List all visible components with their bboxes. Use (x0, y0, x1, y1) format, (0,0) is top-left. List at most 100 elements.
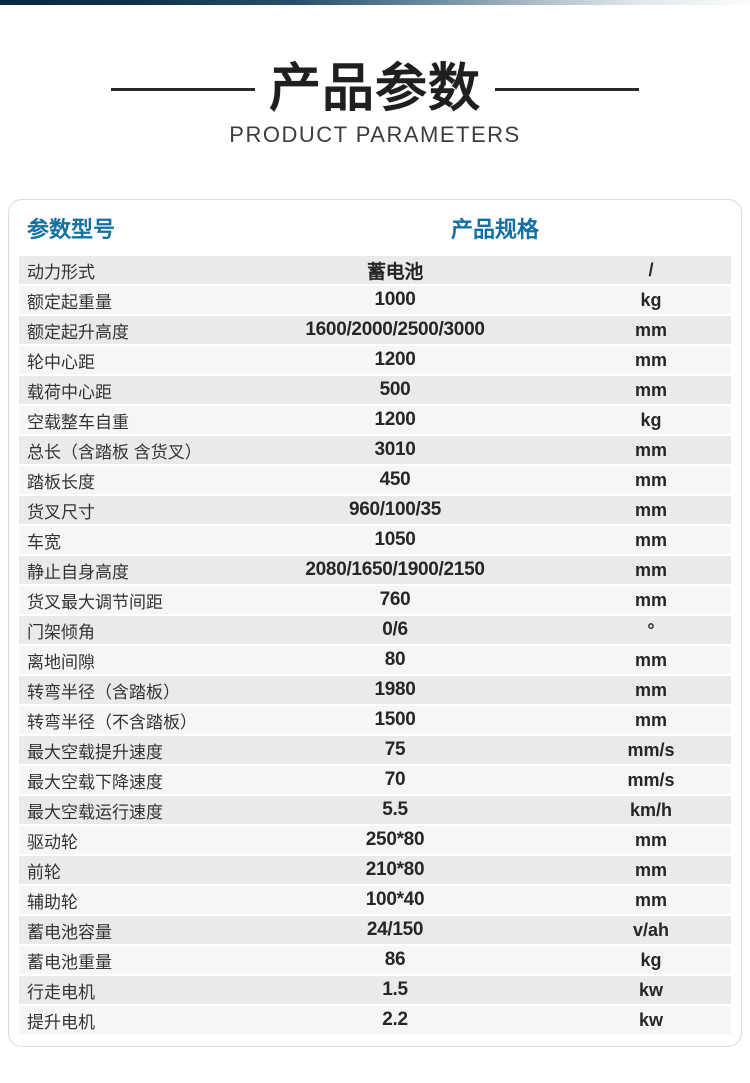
section-title-cn: 产品参数 (268, 60, 481, 118)
param-value: 蓄电池 (366, 261, 424, 283)
param-label: 总长（含踏板 含货叉） (27, 442, 202, 462)
param-label: 额定起升高度 (27, 322, 129, 342)
table-row: 蓄电池重量 86 kg (19, 946, 731, 975)
param-unit: mm (634, 529, 667, 550)
param-unit: / (648, 259, 654, 280)
param-value: 2.2 (382, 1009, 408, 1031)
param-label: 行走电机 (27, 982, 95, 1002)
param-unit: mm (634, 379, 667, 400)
param-unit: mm (634, 829, 667, 850)
param-label: 额定起重量 (27, 292, 112, 312)
param-value: 1200 (374, 349, 416, 371)
param-value: 960/100/35 (348, 499, 442, 521)
param-value: 210*80 (365, 859, 425, 881)
table-row: 货叉尺寸 960/100/35 mm (19, 496, 731, 525)
param-value: 86 (384, 949, 406, 971)
param-value: 1600/2000/2500/3000 (305, 319, 485, 341)
product-parameters-page: 产品参数 PRODUCT PARAMETERS 参数型号 产品规格 动力形式 蓄… (0, 0, 750, 1048)
param-label: 货叉尺寸 (27, 502, 95, 522)
param-unit: kw (638, 979, 663, 1000)
param-label: 最大空载提升速度 (27, 742, 163, 762)
param-label: 动力形式 (27, 262, 95, 282)
param-unit: v/ah (632, 919, 670, 940)
param-label: 转弯半径（不含踏板） (27, 712, 197, 732)
table-row: 辅助轮 100*40 mm (19, 886, 731, 915)
param-value: 250*80 (365, 829, 425, 851)
param-unit: mm (634, 319, 667, 340)
table-row: 转弯半径（不含踏板） 1500 mm (19, 706, 731, 735)
param-label: 辅助轮 (27, 892, 78, 912)
table-row: 转弯半径（含踏板） 1980 mm (19, 676, 731, 705)
param-value: 3010 (374, 439, 416, 461)
param-unit: mm (634, 349, 667, 370)
param-unit: mm (634, 439, 667, 460)
param-unit: mm (634, 859, 667, 880)
table-row: 载荷中心距 500 mm (19, 376, 731, 405)
section-title-en: PRODUCT PARAMETERS (229, 122, 521, 148)
spec-table-body: 动力形式 蓄电池 / 额定起重量 1000 kg 额定起升高度 1600/200… (19, 256, 731, 1035)
table-row: 总长（含踏板 含货叉） 3010 mm (19, 436, 731, 465)
param-value: 1000 (374, 289, 416, 311)
param-unit: ° (647, 619, 655, 640)
param-unit: mm (634, 559, 667, 580)
param-unit: kg (640, 289, 662, 310)
param-value: 1500 (374, 709, 416, 731)
param-unit: mm (634, 709, 667, 730)
param-value: 100*40 (365, 889, 425, 911)
param-unit: mm (634, 649, 667, 670)
column-header-parameter-model: 参数型号 (27, 217, 116, 243)
title-right-line (495, 88, 639, 92)
param-label: 踏板长度 (27, 472, 95, 492)
param-unit: kg (640, 949, 662, 970)
table-row: 蓄电池容量 24/150 v/ah (19, 916, 731, 945)
param-unit: km/h (629, 799, 672, 820)
table-row: 门架倾角 0/6 ° (19, 616, 731, 645)
section-title-row: 产品参数 (0, 60, 750, 118)
param-label: 空载整车自重 (27, 412, 129, 432)
param-unit: mm (634, 469, 667, 490)
spec-table-card: 参数型号 产品规格 动力形式 蓄电池 / 额定起重量 1000 kg 额定起升高… (8, 199, 742, 1048)
param-label: 最大空载下降速度 (27, 772, 163, 792)
param-label: 提升电机 (27, 1012, 95, 1032)
param-label: 门架倾角 (27, 622, 95, 642)
param-label: 前轮 (27, 862, 61, 882)
param-value: 80 (384, 649, 406, 671)
param-value: 450 (379, 469, 411, 491)
table-row: 最大空载下降速度 70 mm/s (19, 766, 731, 795)
param-label: 离地间隙 (27, 652, 95, 672)
param-label: 静止自身高度 (27, 562, 129, 582)
param-unit: mm/s (627, 769, 675, 790)
param-value: 1980 (374, 679, 416, 701)
param-value: 1050 (374, 529, 416, 551)
table-row: 静止自身高度 2080/1650/1900/2150 mm (19, 556, 731, 585)
param-label: 货叉最大调节间距 (27, 592, 163, 612)
table-row: 行走电机 1.5 kw (19, 976, 731, 1005)
param-value: 0/6 (382, 619, 408, 641)
table-row: 动力形式 蓄电池 / (19, 256, 731, 285)
param-label: 载荷中心距 (27, 382, 112, 402)
param-label: 转弯半径（含踏板） (27, 682, 180, 702)
param-label: 轮中心距 (27, 352, 95, 372)
table-row: 轮中心距 1200 mm (19, 346, 731, 375)
param-value: 70 (384, 769, 406, 791)
table-row: 额定起升高度 1600/2000/2500/3000 mm (19, 316, 731, 345)
param-value: 2080/1650/1900/2150 (305, 559, 485, 581)
param-unit: kg (640, 409, 662, 430)
param-unit: mm (634, 589, 667, 610)
table-row: 最大空载提升速度 75 mm/s (19, 736, 731, 765)
param-value: 75 (384, 739, 406, 761)
param-unit: kw (638, 1009, 663, 1030)
param-value: 5.5 (382, 799, 408, 821)
spec-table-header: 参数型号 产品规格 (19, 200, 731, 256)
table-row: 离地间隙 80 mm (19, 646, 731, 675)
table-row: 额定起重量 1000 kg (19, 286, 731, 315)
param-value: 1.5 (382, 979, 408, 1001)
param-unit: mm (634, 499, 667, 520)
param-value: 24/150 (366, 919, 424, 941)
param-label: 车宽 (27, 532, 61, 552)
table-row: 车宽 1050 mm (19, 526, 731, 555)
table-row: 提升电机 2.2 kw (19, 1006, 731, 1035)
table-row: 前轮 210*80 mm (19, 856, 731, 885)
param-value: 760 (379, 589, 411, 611)
param-label: 蓄电池重量 (27, 952, 112, 972)
